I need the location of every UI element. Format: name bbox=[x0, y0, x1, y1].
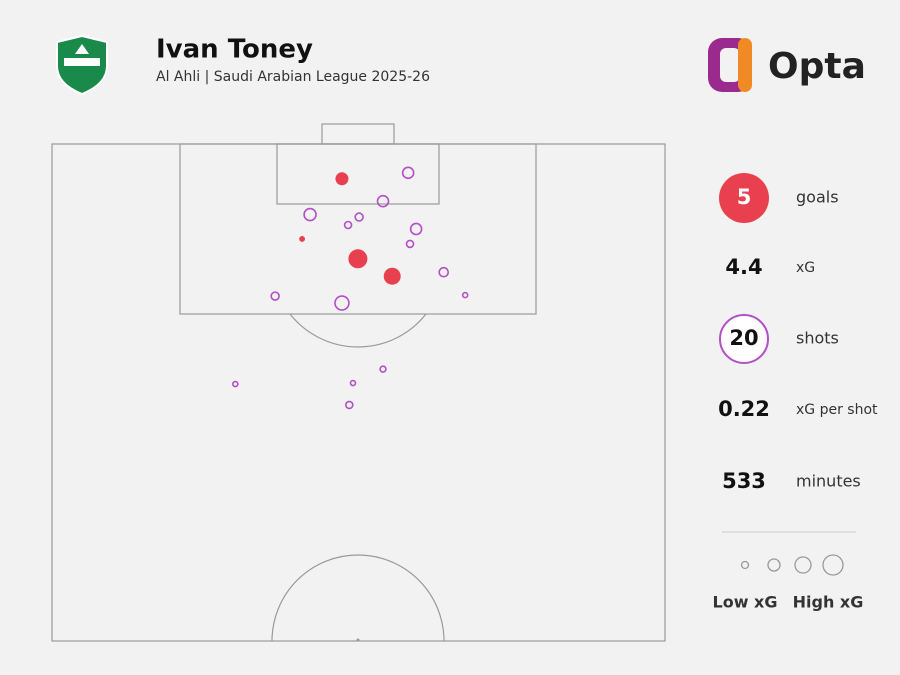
legend-high: High xG bbox=[793, 593, 864, 612]
shot bbox=[354, 212, 364, 222]
goal-shot bbox=[348, 249, 368, 269]
stat-value: 533 bbox=[722, 469, 766, 493]
stat-label: minutes bbox=[796, 472, 861, 491]
club-badge bbox=[56, 34, 108, 96]
stat-value: 20 bbox=[729, 326, 758, 350]
shot bbox=[438, 266, 450, 278]
shot bbox=[401, 166, 415, 180]
stat-label: shots bbox=[796, 329, 839, 348]
shot bbox=[334, 295, 350, 311]
shot bbox=[349, 379, 357, 387]
stat-value: 0.22 bbox=[718, 397, 770, 421]
stat-label: xG bbox=[796, 260, 815, 276]
title: Ivan Toney bbox=[156, 35, 313, 65]
opta-logo bbox=[708, 38, 752, 92]
stat-label: goals bbox=[796, 188, 839, 207]
shot bbox=[345, 400, 354, 410]
brand: Opta bbox=[768, 46, 866, 87]
stat-label: xG per shot bbox=[796, 402, 878, 418]
legend-low: Low xG bbox=[713, 593, 778, 612]
goals-badge bbox=[719, 173, 769, 223]
shot bbox=[409, 222, 423, 236]
shot bbox=[231, 380, 239, 388]
goal-shot bbox=[335, 172, 349, 186]
shot bbox=[343, 220, 353, 230]
shot bbox=[405, 239, 415, 249]
goal-shot bbox=[383, 267, 401, 285]
pitch bbox=[51, 123, 666, 642]
subtitle: Al Ahli | Saudi Arabian League 2025-26 bbox=[156, 69, 430, 85]
shot bbox=[270, 291, 280, 301]
stat-value: 4.4 bbox=[725, 255, 762, 279]
size-legend bbox=[740, 554, 844, 576]
goal-shot bbox=[299, 236, 306, 242]
shot bbox=[376, 194, 390, 208]
shots-badge bbox=[719, 314, 769, 364]
shot bbox=[379, 365, 387, 373]
shot bbox=[303, 207, 317, 222]
shot bbox=[461, 291, 469, 299]
stat-value: 5 bbox=[737, 185, 752, 209]
